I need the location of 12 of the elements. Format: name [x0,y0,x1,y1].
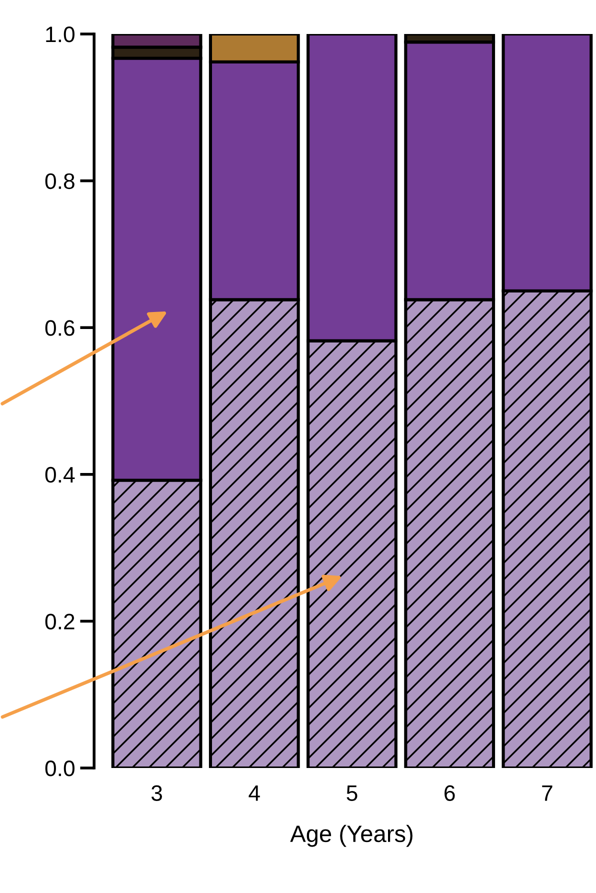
x-tick-label: 3 [151,785,162,801]
x-tick-label: 7 [542,785,552,801]
y-tick-label: 1.0 [46,26,74,42]
y-tick-label: 0.6 [45,320,74,336]
x-tick-label: 5 [346,785,358,801]
x-axis-title: Age (Years) [290,824,412,847]
y-tick-label: 0.8 [45,173,74,190]
x-tick-label: 6 [444,785,455,801]
y-tick-label: 0.4 [45,466,75,483]
x-tick-label: 4 [248,785,260,801]
y-tick-label: 0.0 [45,760,74,776]
y-tick-label: 0.2 [45,614,74,630]
